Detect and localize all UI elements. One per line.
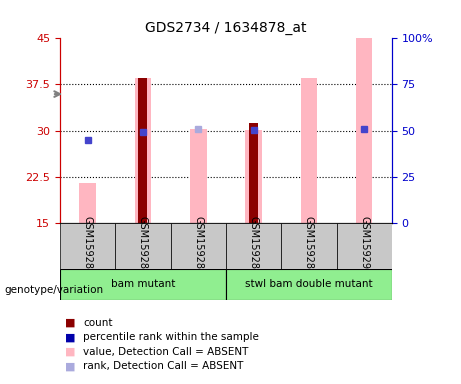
Text: ■: ■ bbox=[65, 318, 75, 328]
Bar bbox=[171, 223, 226, 269]
Text: stwl bam double mutant: stwl bam double mutant bbox=[245, 279, 372, 289]
Bar bbox=[135, 78, 151, 223]
Bar bbox=[356, 38, 372, 223]
Bar bbox=[115, 223, 171, 269]
Bar bbox=[245, 130, 262, 223]
Title: GDS2734 / 1634878_at: GDS2734 / 1634878_at bbox=[145, 21, 307, 35]
Bar bbox=[226, 223, 281, 269]
Text: rank, Detection Call = ABSENT: rank, Detection Call = ABSENT bbox=[83, 361, 243, 371]
Bar bbox=[138, 78, 148, 223]
Bar bbox=[301, 78, 317, 223]
Text: GSM159285: GSM159285 bbox=[83, 216, 93, 275]
Text: GSM159290: GSM159290 bbox=[359, 216, 369, 275]
Text: GSM159286: GSM159286 bbox=[138, 216, 148, 275]
Bar bbox=[337, 223, 392, 269]
Text: GSM159288: GSM159288 bbox=[248, 216, 259, 275]
Text: value, Detection Call = ABSENT: value, Detection Call = ABSENT bbox=[83, 347, 248, 357]
Bar bbox=[79, 183, 96, 223]
Text: GSM159287: GSM159287 bbox=[193, 216, 203, 275]
Text: percentile rank within the sample: percentile rank within the sample bbox=[83, 332, 259, 342]
Text: GSM159289: GSM159289 bbox=[304, 216, 314, 275]
Text: ■: ■ bbox=[65, 332, 75, 342]
Text: count: count bbox=[83, 318, 112, 328]
Bar bbox=[226, 269, 392, 300]
Bar bbox=[281, 223, 337, 269]
Text: ■: ■ bbox=[65, 361, 75, 371]
Text: bam mutant: bam mutant bbox=[111, 279, 175, 289]
Bar bbox=[60, 269, 226, 300]
Bar bbox=[60, 223, 115, 269]
Text: genotype/variation: genotype/variation bbox=[5, 285, 104, 295]
Bar bbox=[190, 129, 207, 223]
Text: ■: ■ bbox=[65, 347, 75, 357]
Bar bbox=[249, 123, 258, 223]
